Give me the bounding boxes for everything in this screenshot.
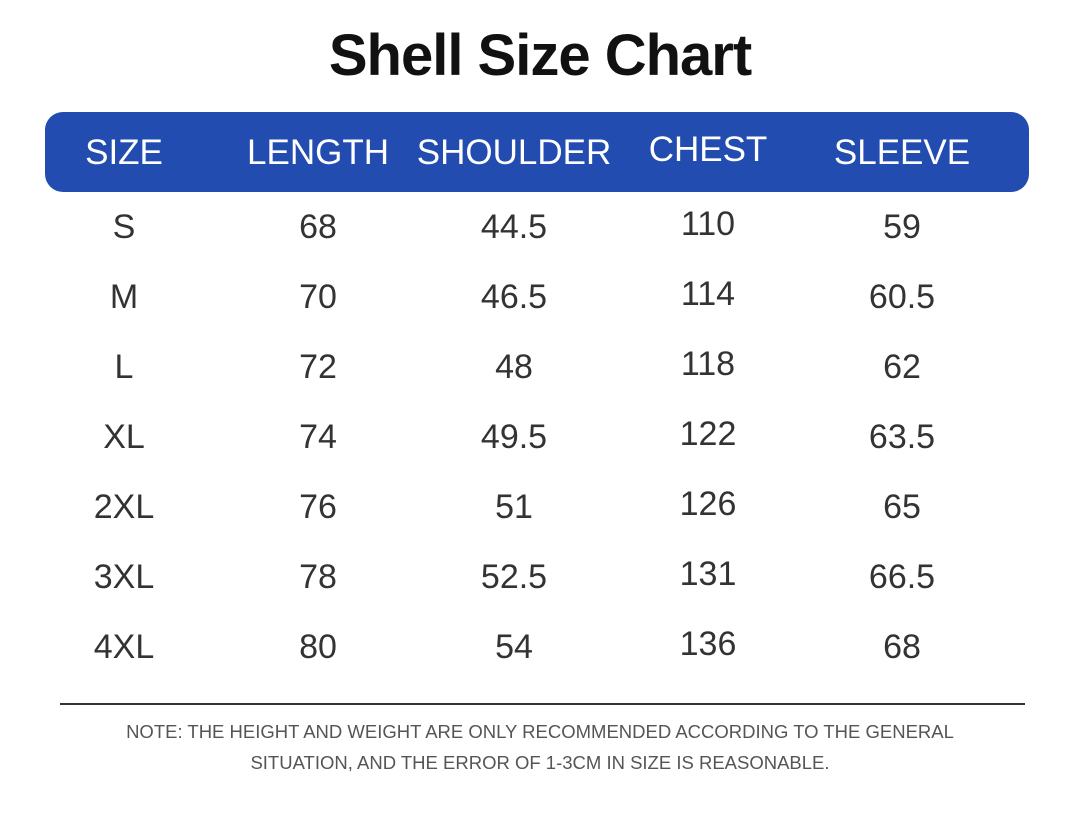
header-size: SIZE: [85, 133, 163, 172]
cell-chest: 114: [680, 275, 736, 313]
table-row: XL 74 49.5 122 63.5: [45, 402, 1029, 472]
cell-sleeve: 63.5: [868, 418, 936, 456]
cell-shoulder: 51: [495, 488, 533, 526]
cell-size: M: [109, 278, 139, 316]
cell-chest: 131: [679, 555, 737, 593]
divider: [60, 703, 1025, 705]
cell-size: XL: [103, 418, 145, 456]
cell-size: S: [112, 208, 136, 246]
cell-size: L: [114, 348, 134, 386]
table-row: L 72 48 118 62: [45, 332, 1029, 402]
cell-length: 68: [299, 208, 337, 246]
cell-length: 72: [299, 348, 337, 386]
cell-shoulder: 44.5: [480, 208, 548, 246]
cell-size: 3XL: [93, 558, 155, 596]
table-row: 2XL 76 51 126 65: [45, 472, 1029, 542]
cell-shoulder: 48: [495, 348, 533, 386]
cell-shoulder: 49.5: [480, 418, 548, 456]
cell-chest: 122: [679, 415, 737, 453]
cell-length: 80: [299, 628, 337, 666]
cell-sleeve: 62: [883, 348, 921, 386]
header-shoulder: SHOULDER: [416, 133, 612, 172]
header-chest: CHEST: [648, 130, 768, 169]
cell-size: 2XL: [93, 488, 155, 526]
table-header: SIZE LENGTH SHOULDER CHEST SLEEVE: [45, 112, 1029, 192]
header-sleeve: SLEEVE: [833, 133, 971, 172]
cell-length: 74: [299, 418, 337, 456]
table-row: 4XL 80 54 136 68: [45, 612, 1029, 682]
cell-shoulder: 46.5: [480, 278, 548, 316]
cell-length: 78: [299, 558, 337, 596]
table-row: M 70 46.5 114 60.5: [45, 262, 1029, 332]
cell-chest: 136: [679, 625, 737, 663]
cell-chest: 110: [680, 205, 736, 243]
note-line-2: SITUATION, AND THE ERROR OF 1-3CM IN SIZ…: [250, 752, 830, 773]
table-body: S 68 44.5 110 59 M 70 46.5 114 60.5 L 72…: [45, 192, 1029, 682]
cell-sleeve: 65: [883, 488, 921, 526]
cell-length: 76: [299, 488, 337, 526]
cell-sleeve: 60.5: [868, 278, 936, 316]
size-note: NOTE: THE HEIGHT AND WEIGHT ARE ONLY REC…: [90, 716, 990, 778]
cell-chest: 118: [680, 345, 736, 383]
cell-sleeve: 66.5: [868, 558, 936, 596]
note-line-1: NOTE: THE HEIGHT AND WEIGHT ARE ONLY REC…: [126, 721, 954, 742]
cell-size: 4XL: [93, 628, 155, 666]
cell-sleeve: 68: [883, 628, 921, 666]
cell-chest: 126: [679, 485, 737, 523]
table-row: S 68 44.5 110 59: [45, 192, 1029, 262]
page-title: Shell Size Chart: [328, 23, 752, 88]
table-row: 3XL 78 52.5 131 66.5: [45, 542, 1029, 612]
cell-shoulder: 54: [495, 628, 533, 666]
cell-length: 70: [299, 278, 337, 316]
cell-sleeve: 59: [883, 208, 921, 246]
cell-shoulder: 52.5: [480, 558, 548, 596]
header-length: LENGTH: [247, 133, 389, 172]
